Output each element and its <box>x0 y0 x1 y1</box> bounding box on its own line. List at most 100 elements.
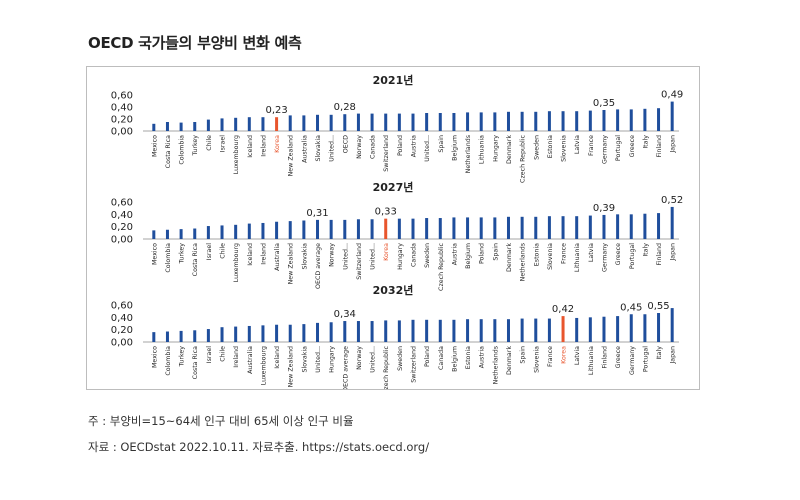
x-tick-label: Czech Republic <box>438 242 445 290</box>
x-tick-label: Israel <box>206 346 213 363</box>
bar <box>397 218 401 239</box>
data-label: 0,33 <box>375 207 397 218</box>
bar <box>275 117 279 131</box>
x-tick-label: Turkey <box>179 346 186 368</box>
bar <box>561 316 565 342</box>
x-tick-label: Mexico <box>151 346 158 368</box>
bar <box>588 317 592 342</box>
bar <box>534 216 538 239</box>
x-tick-label: Netherlands <box>465 135 472 173</box>
x-tick-label: Finland <box>656 243 663 266</box>
bar <box>275 324 279 342</box>
bar <box>575 216 579 239</box>
x-tick-label: United... <box>370 346 377 373</box>
x-tick-label: France <box>547 346 554 367</box>
bar <box>657 108 661 131</box>
x-tick-label: Finland <box>601 346 608 369</box>
bar <box>670 101 674 131</box>
bar <box>425 113 429 131</box>
x-tick-label: Latvia <box>588 243 595 262</box>
x-tick-label: Mexico <box>151 243 158 265</box>
bar <box>670 206 674 239</box>
x-tick-label: Estonia <box>465 346 472 369</box>
x-tick-label: Canada <box>411 243 418 267</box>
x-tick-label: Poland <box>397 135 404 156</box>
x-tick-label: United... <box>329 135 336 162</box>
bar <box>302 220 306 239</box>
x-tick-label: Slovakia <box>301 346 308 373</box>
bar <box>629 314 633 342</box>
bar <box>370 113 374 131</box>
bar <box>520 318 524 342</box>
data-label: 0,34 <box>334 309 356 320</box>
x-tick-label: Portugal <box>615 135 622 161</box>
x-tick-label: Czech Republic <box>520 134 527 182</box>
bar <box>588 215 592 239</box>
bar <box>438 319 442 342</box>
x-tick-label: Latvia <box>574 135 581 154</box>
bar <box>316 322 320 342</box>
y-tick-label: 0,00 <box>111 235 133 246</box>
y-tick-label: 0,00 <box>111 127 133 138</box>
bar <box>602 316 606 342</box>
x-tick-label: Latvia <box>574 346 581 365</box>
bar <box>165 229 169 239</box>
x-tick-label: Turkey <box>192 135 199 157</box>
bar <box>329 219 333 239</box>
x-tick-label: Lithuania <box>588 346 595 375</box>
x-tick-label: Chile <box>220 243 227 259</box>
x-tick-label: Slovenia <box>547 243 554 270</box>
x-tick-label: Iceland <box>247 135 254 158</box>
x-tick-label: Slovakia <box>315 135 322 162</box>
x-tick-label: Netherlands <box>520 243 527 281</box>
x-tick-label: Turkey <box>179 243 186 265</box>
bar <box>179 229 183 239</box>
x-tick-label: Denmark <box>506 135 513 164</box>
bar <box>438 218 442 239</box>
bar <box>179 330 183 342</box>
x-tick-label: Finland <box>656 135 663 158</box>
bar <box>547 111 551 131</box>
x-tick-label: Colombia <box>165 243 172 273</box>
bar <box>152 123 156 131</box>
y-tick-label: 0,00 <box>111 338 133 349</box>
bar <box>643 108 647 131</box>
bar <box>356 321 360 342</box>
bar <box>356 113 360 131</box>
x-tick-label: Netherlands <box>492 346 499 384</box>
x-tick-label: Luxembourg <box>233 135 240 174</box>
x-tick-label: Ireland <box>260 135 267 157</box>
bar <box>534 111 538 131</box>
x-tick-label: Denmark <box>506 243 513 272</box>
x-tick-label: Norway <box>356 135 363 159</box>
footnote: 주 : 부양비=15~64세 인구 대비 65세 이상 인구 비율 <box>88 414 354 428</box>
bar <box>520 216 524 239</box>
data-label: 0,23 <box>265 105 287 116</box>
data-label: 0,35 <box>593 98 615 109</box>
bar <box>575 111 579 131</box>
bar <box>452 113 456 131</box>
x-tick-label: Korea <box>274 135 281 153</box>
bar <box>411 218 415 239</box>
bar <box>547 318 551 342</box>
x-tick-label: Germany <box>629 346 636 375</box>
bar <box>247 325 251 342</box>
x-tick-label: Greece <box>629 135 636 158</box>
bar <box>466 112 470 131</box>
bar <box>370 219 374 239</box>
x-tick-label: United... <box>424 135 431 162</box>
x-tick-label: Lithuania <box>574 243 581 272</box>
bar <box>616 109 620 131</box>
bar <box>302 324 306 342</box>
y-tick-label: 0,40 <box>111 210 133 221</box>
bar <box>466 319 470 342</box>
bar <box>316 219 320 239</box>
bar <box>643 314 647 342</box>
bar <box>466 217 470 239</box>
x-tick-label: New Zealand <box>288 243 295 284</box>
x-tick-label: Chile <box>206 135 213 151</box>
bar <box>329 322 333 342</box>
bar <box>629 109 633 131</box>
x-tick-label: Ireland <box>260 243 267 265</box>
x-tick-label: Costa Rica <box>165 135 172 168</box>
